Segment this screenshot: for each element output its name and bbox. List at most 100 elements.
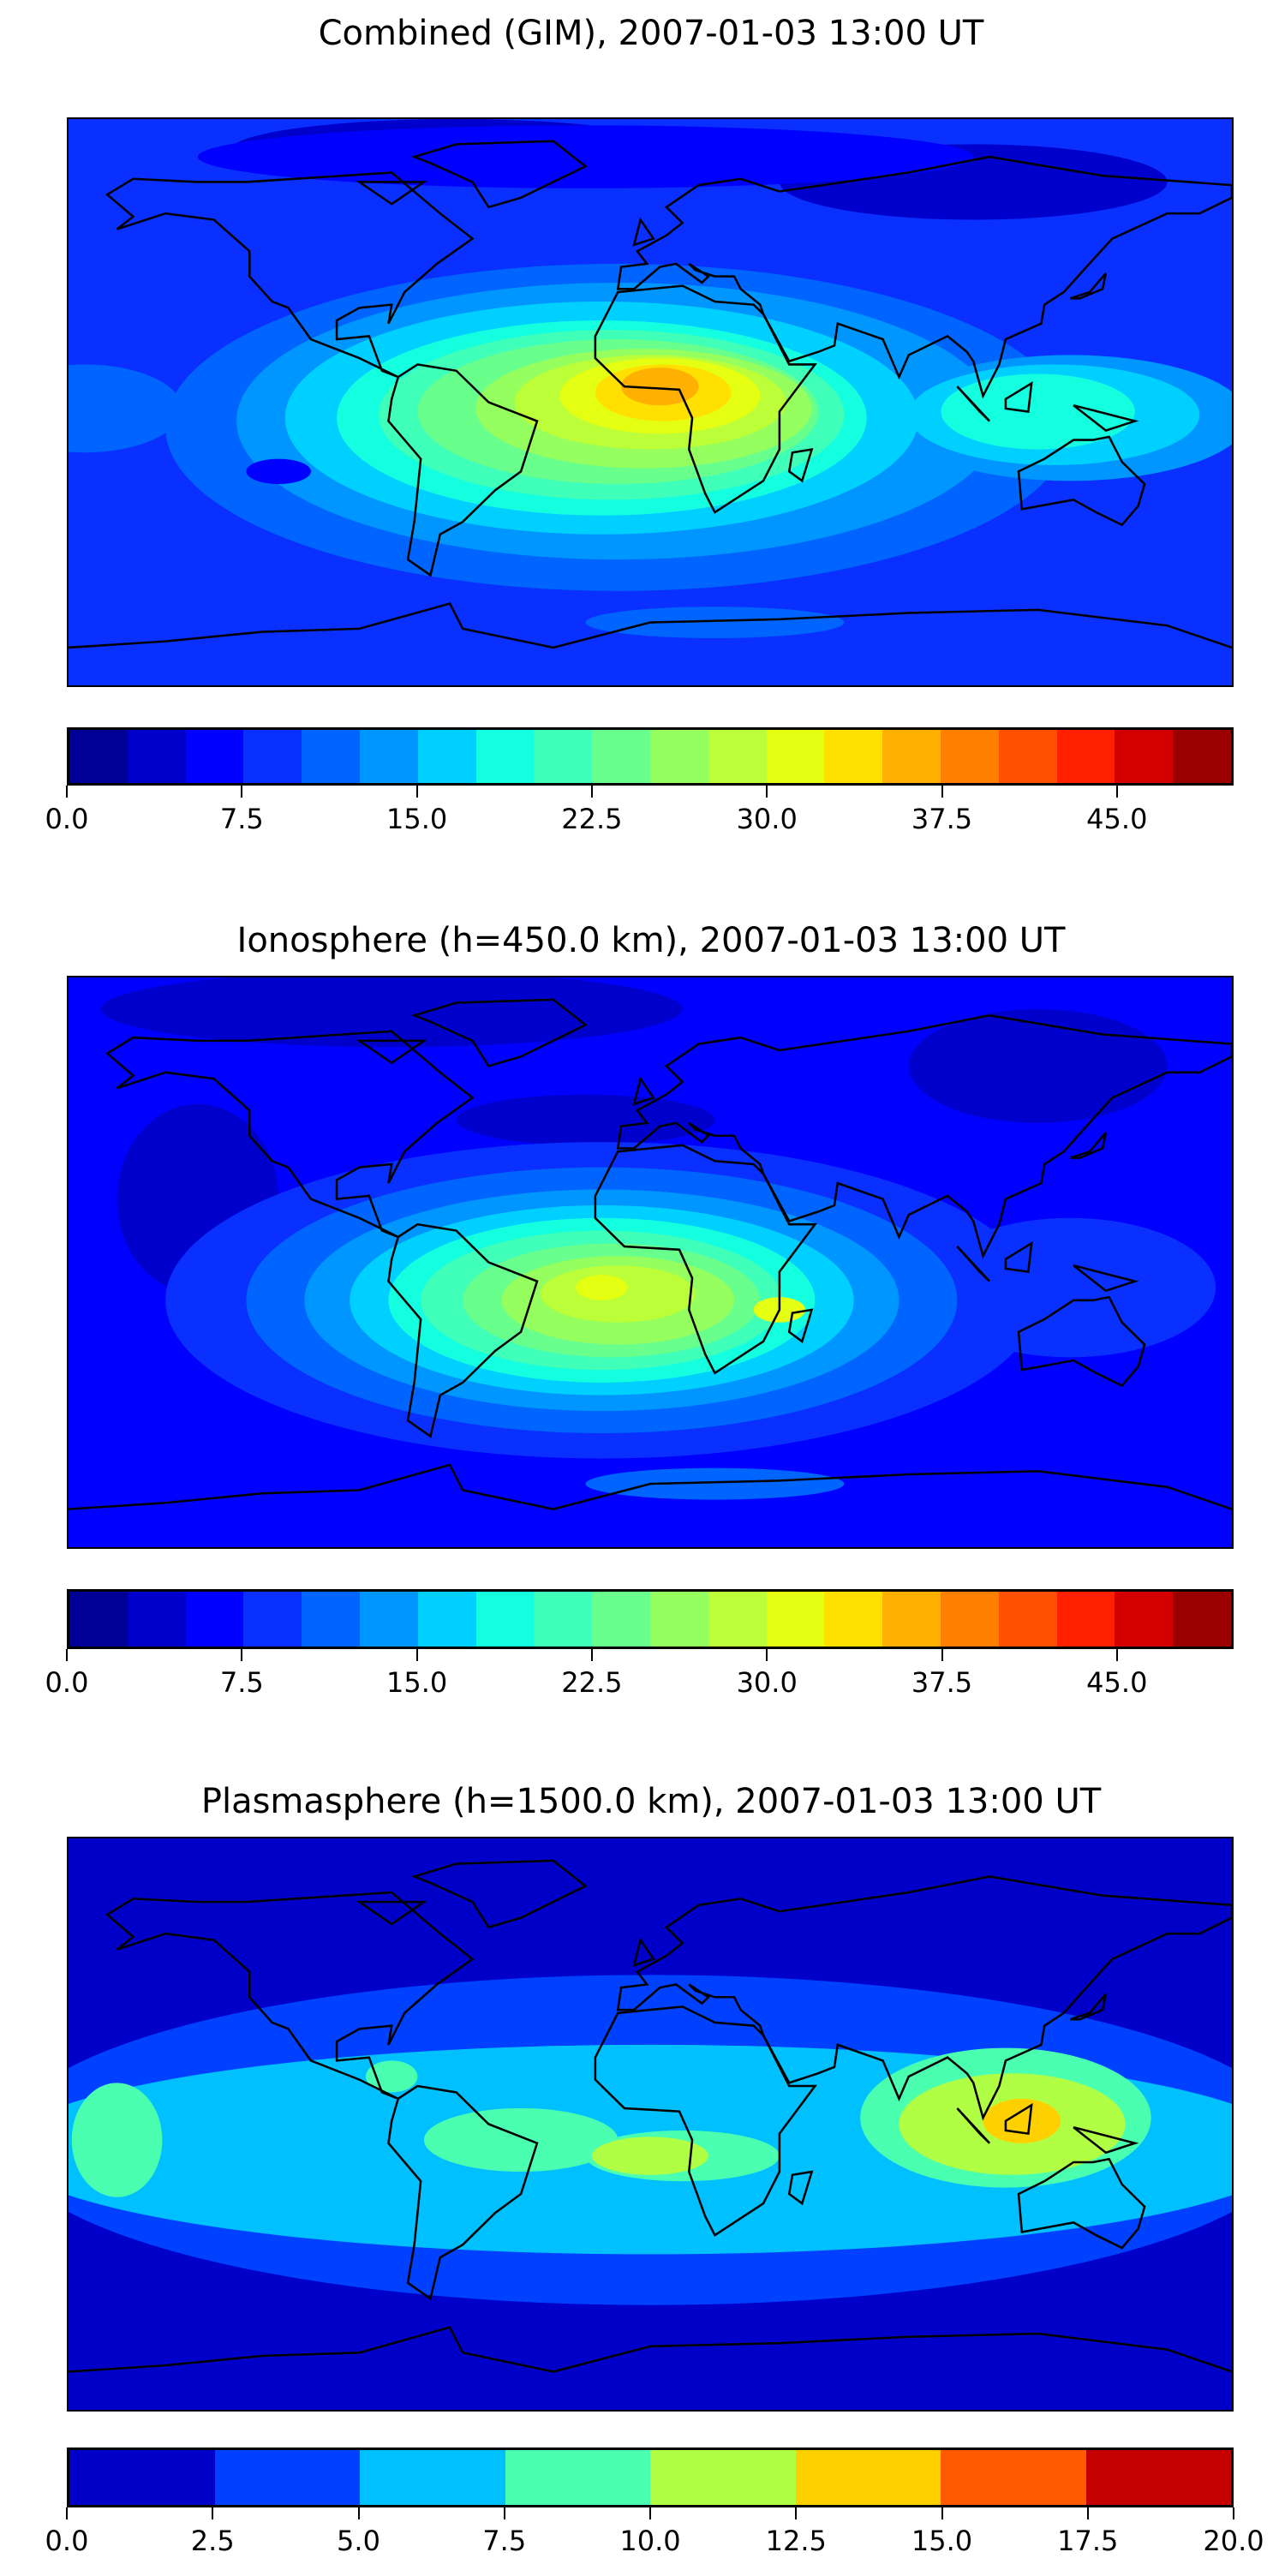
coastline (1073, 2125, 1139, 2155)
colorbar-segment (649, 1592, 708, 1647)
colorbar-tick-label: 0.0 (45, 803, 89, 835)
colorbar-tick (1233, 2507, 1234, 2519)
coastline (632, 217, 655, 247)
map-canvas (69, 1838, 1232, 2410)
colorbar-segment (243, 1592, 302, 1647)
colorbar-tick-label: 22.5 (561, 803, 623, 835)
map-plasmasphere (67, 1837, 1234, 2412)
coastline (616, 1014, 1232, 1259)
coastline (1004, 2102, 1033, 2136)
colorbar-tick (66, 786, 68, 798)
coastline (632, 1076, 655, 1106)
colorbar-segment (1056, 730, 1115, 783)
contour-region (69, 364, 182, 453)
colorbar-segment (302, 1592, 360, 1647)
colorbar-ticks-ionosphere: 0.0 7.5 15.0 22.5 30.0 37.5 45.0 (45, 1649, 1234, 1718)
colorbar-tick-label: 45.0 (1086, 1666, 1148, 1699)
colorbar-tick (941, 1649, 943, 1661)
colorbar-tick (649, 2507, 651, 2519)
colorbar-segment (941, 2450, 1086, 2505)
colorbar-tick (590, 786, 593, 798)
coastline (787, 2170, 814, 2206)
colorbar-segment (417, 730, 476, 783)
coastline (1017, 435, 1146, 527)
coastline (787, 1308, 814, 1343)
colorbar-tick-label: 5.0 (337, 2525, 380, 2557)
map-title-combined: Combined (GIM), 2007-01-03 13:00 UT (318, 14, 984, 53)
colorbar-tick (212, 2507, 214, 2519)
coastline (356, 181, 428, 206)
contour-region (197, 125, 974, 188)
colorbar-segment (824, 1592, 883, 1647)
contour-region (621, 368, 699, 406)
coastline-antarctica (69, 602, 1232, 649)
coastline-antarctica (69, 1463, 1232, 1510)
coastline (594, 284, 817, 514)
coastline (1069, 272, 1108, 300)
colorbar-segment (534, 730, 593, 783)
colorbar-segment (1173, 1592, 1231, 1647)
colorbar-segment (592, 1592, 650, 1647)
colorbar-tick-label: 7.5 (219, 1666, 264, 1699)
colorbar-segment (1115, 1592, 1174, 1647)
coastline (105, 1891, 475, 2101)
coastline (1004, 381, 1033, 413)
colorbar-segment (708, 730, 767, 783)
contour-region (423, 2107, 619, 2173)
colorbar-tick-label: 22.5 (561, 1666, 623, 1699)
map-combined (67, 117, 1234, 687)
coastline (105, 171, 475, 379)
colorbar-segment (882, 1592, 941, 1647)
colorbar-tick-label: 15.0 (386, 803, 448, 835)
coastline (594, 2005, 817, 2238)
colorbar-tick-label: 0.0 (45, 1666, 89, 1699)
contour-region (983, 2098, 1061, 2143)
colorbar-segment (127, 730, 186, 783)
contour-region (908, 1008, 1168, 1123)
contour-region (585, 1467, 845, 1500)
colorbar-tick-label: 45.0 (1086, 803, 1148, 835)
map-title-plasmasphere: Plasmasphere (h=1500.0 km), 2007-01-03 1… (200, 1782, 1102, 1821)
colorbar-segment (359, 730, 418, 783)
coastline (1017, 1295, 1146, 1388)
coastline (1073, 403, 1139, 432)
colorbar-segment (766, 1592, 825, 1647)
coastline (410, 1859, 588, 1929)
colorbar-segment (824, 730, 883, 783)
coastline (956, 1246, 991, 1282)
contour-region (456, 1094, 715, 1145)
colorbar-segment (185, 1592, 244, 1647)
colorbar-segment (214, 2450, 360, 2505)
colorbar-segment (649, 730, 708, 783)
map-title-ionosphere: Ionosphere (h=450.0 km), 2007-01-03 13:0… (236, 921, 1066, 960)
colorbar-tick (795, 2507, 798, 2519)
colorbar-tick (241, 786, 243, 798)
colorbar-tick-label: 2.5 (190, 2525, 235, 2557)
colorbar-tick-label: 10.0 (619, 2525, 681, 2557)
colorbar-tick (1115, 1649, 1118, 1661)
coastline (1004, 1240, 1033, 1274)
colorbar-ticks-combined: 0.0 7.5 15.0 22.5 30.0 37.5 45.0 (45, 786, 1234, 854)
colorbar-tick-label: 15.0 (386, 1666, 448, 1699)
colorbar-segment (69, 2450, 215, 2505)
coastline (616, 1875, 1232, 2121)
coastline (387, 2084, 539, 2301)
colorbar-segment (243, 730, 302, 783)
colorbar-tick (415, 1649, 418, 1661)
colorbar-tick (590, 1649, 593, 1661)
coastline (594, 1144, 817, 1375)
coastline (1073, 1264, 1139, 1293)
coastline (1017, 2157, 1146, 2250)
map-canvas (69, 119, 1232, 685)
contour-region (924, 1217, 1216, 1358)
colorbar-segment (1056, 1592, 1115, 1647)
colorbar-segment (998, 730, 1057, 783)
colorbar-tick (503, 2507, 505, 2519)
contour-region (576, 1275, 628, 1300)
colorbar-tick-label: 12.5 (765, 2525, 827, 2557)
contour-region (71, 2083, 163, 2197)
coastline (410, 998, 588, 1067)
colorbar-tick (1115, 786, 1118, 798)
colorbar-segment (69, 1592, 128, 1647)
colorbar-ticks-plasmasphere: 0.0 2.5 5.0 7.5 10.0 12.5 15.0 17.5 20.0 (45, 2507, 1264, 2576)
